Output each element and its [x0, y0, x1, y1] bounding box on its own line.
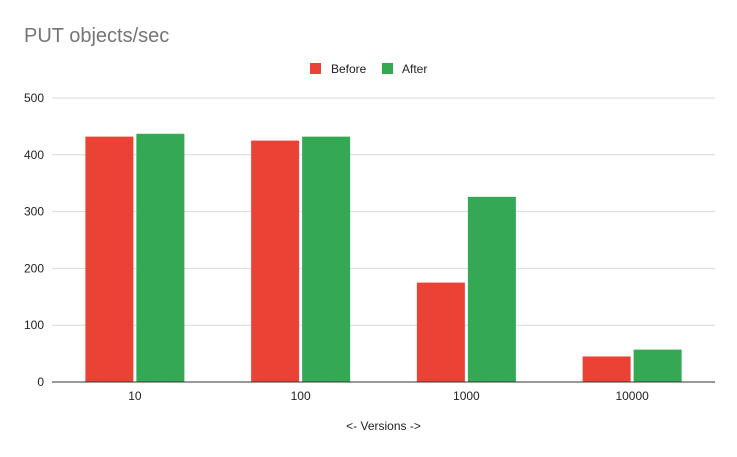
- y-axis-ticks: 0 100 200 300 400 500: [24, 91, 44, 389]
- x-tick-label: 100: [291, 389, 311, 403]
- chart-title: PUT objects/sec: [24, 25, 169, 47]
- bar-after-10: [136, 133, 185, 382]
- x-axis-label: <- Versions ->: [346, 419, 421, 433]
- bar-before-10: [85, 136, 134, 382]
- bar-after-100: [302, 136, 351, 382]
- legend-swatch-after: [382, 63, 393, 74]
- x-tick-label: 10: [128, 389, 142, 403]
- legend: Before After: [310, 62, 427, 76]
- y-tick-label: 300: [24, 205, 44, 219]
- y-tick-label: 200: [24, 261, 44, 275]
- y-tick-label: 100: [24, 318, 44, 332]
- bar-after-10000: [633, 349, 682, 382]
- bars: [85, 133, 682, 382]
- legend-swatch-before: [310, 63, 321, 74]
- bar-before-10000: [582, 356, 631, 382]
- bar-before-100: [251, 140, 300, 382]
- x-tick-label: 10000: [615, 389, 649, 403]
- x-axis-ticks: 10 100 1000 10000: [128, 389, 649, 403]
- legend-label-after: After: [402, 62, 427, 76]
- y-tick-label: 400: [24, 148, 44, 162]
- y-tick-label: 500: [24, 91, 44, 105]
- bar-after-1000: [467, 196, 516, 382]
- legend-label-before: Before: [331, 62, 367, 76]
- y-tick-label: 0: [37, 375, 44, 389]
- bar-before-1000: [416, 282, 465, 382]
- x-tick-label: 1000: [453, 389, 480, 403]
